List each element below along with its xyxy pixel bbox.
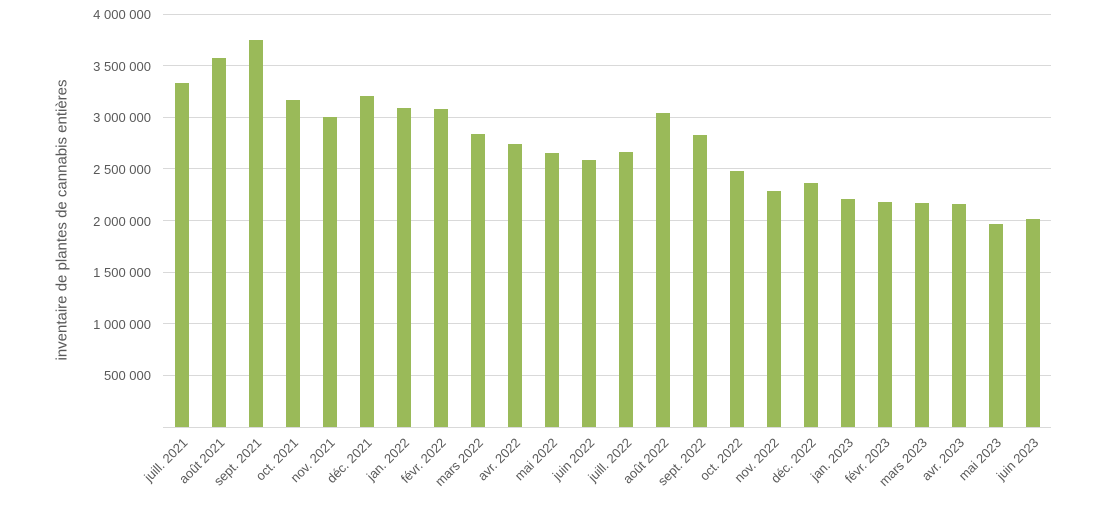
plot-area: 500 000 1 000 000 1 500 000 2 000 000 2 500 … [93, 7, 1051, 489]
y-tick-label: 2 500 000 [93, 161, 151, 177]
bar [507, 144, 522, 427]
y-tick-label: 1 500 000 [93, 265, 151, 281]
bar [877, 201, 892, 427]
bar [470, 133, 485, 427]
bar [359, 95, 374, 427]
y-tick-label: 4 000 000 [93, 7, 151, 22]
gridline [163, 220, 1051, 221]
gridline [163, 271, 1051, 273]
gridline [163, 116, 1051, 118]
bar [692, 134, 707, 427]
bar [322, 117, 337, 427]
y-tick-label: 2 000 000 [93, 213, 151, 229]
y-axis-title: inventaire de plantes de cannabis entièr… [53, 79, 71, 361]
bar [655, 113, 670, 427]
gridline [163, 323, 1051, 325]
y-tick-label: 1 000 000 [93, 316, 151, 332]
gridline [163, 426, 1051, 428]
bar [581, 159, 596, 427]
bar [174, 83, 189, 427]
bar [840, 198, 855, 427]
gridline [163, 374, 1051, 376]
bar [951, 203, 966, 427]
bar [729, 170, 744, 427]
bar [396, 107, 411, 427]
gridline [163, 65, 1051, 67]
bar [211, 58, 226, 427]
bar [914, 202, 929, 427]
bar [248, 39, 263, 427]
gridline [163, 168, 1051, 170]
y-tick-label: 3 000 000 [93, 110, 151, 126]
bar [1025, 219, 1040, 427]
bar [618, 152, 633, 427]
bar [988, 223, 1003, 427]
bar [766, 190, 781, 427]
gridline [163, 13, 1051, 15]
bar [544, 153, 559, 427]
y-tick-label: 3 500 000 [93, 58, 151, 74]
bar [285, 99, 300, 427]
bar [803, 183, 818, 427]
y-tick-label: 500 000 [104, 368, 151, 384]
bar [433, 109, 448, 427]
